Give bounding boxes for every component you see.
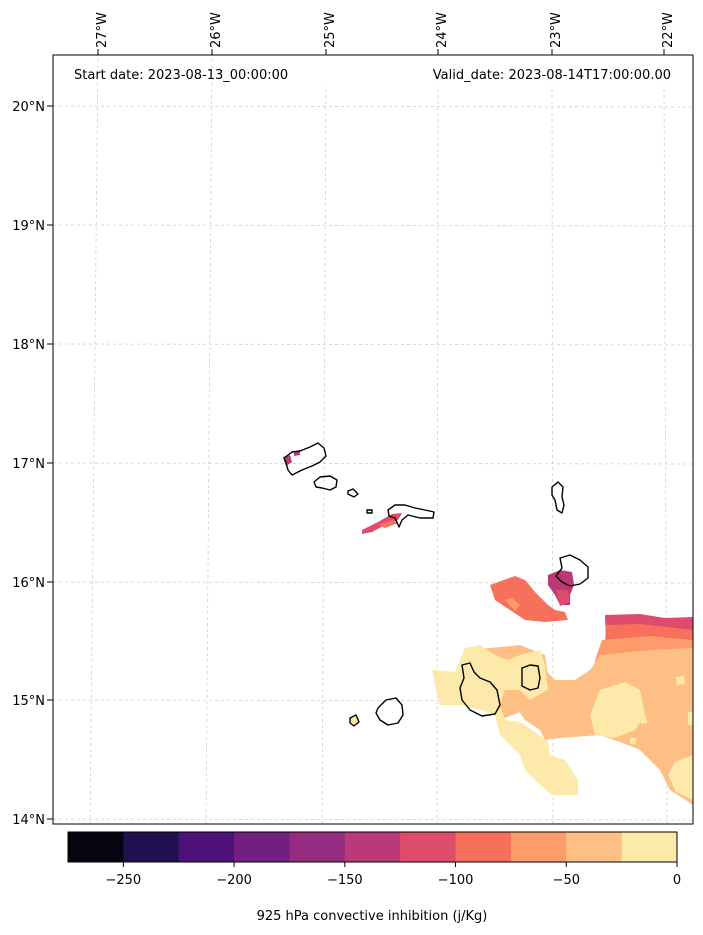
- colorbar-tick-label: 0: [673, 873, 681, 888]
- contour-band-minus-125-santoantao: [283, 450, 300, 466]
- colorbar-swatch: [455, 832, 512, 862]
- colorbar-swatch: [400, 832, 457, 862]
- lat-tick-17n: 17°N: [12, 457, 45, 472]
- lat-tick-14n: 14°N: [12, 813, 45, 828]
- lon-tick-25w: 25°W: [323, 12, 338, 48]
- colorbar: −250 −200 −150 −100 −50 0 925 hPa convective …: [67, 831, 681, 924]
- parallel-17n: [52, 462, 694, 465]
- coast-sal: [551, 481, 565, 514]
- lon-tick-27w: 27°W: [95, 12, 110, 48]
- lon-tick-labels: 27°W 26°W 25°W 24°W 23°W 22°W: [95, 12, 676, 55]
- coast-santa-luzia: [347, 488, 359, 498]
- colorbar-tick-label: −250: [106, 873, 142, 888]
- colorbar-swatch: [344, 832, 401, 862]
- colorbar-swatch: [178, 832, 235, 862]
- colorbar-swatch: [68, 832, 124, 862]
- lat-tick-19n: 19°N: [12, 219, 45, 234]
- contour-band-minus-75-saonicolau: [378, 520, 398, 528]
- colorbar-swatch: [123, 832, 180, 862]
- colorbar-swatch: [566, 832, 623, 862]
- meridian-27w: [89, 54, 99, 825]
- coast-boa-vista: [555, 554, 589, 587]
- parallel-19n: [52, 224, 694, 227]
- lat-tick-16n: 16°N: [12, 576, 45, 591]
- start-date-label: Start date: 2023-08-13_00:00:00: [74, 68, 288, 83]
- colorbar-tick-label: −100: [438, 873, 474, 888]
- colorbar-swatch: [621, 832, 678, 862]
- colorbar-tick-label: −50: [553, 873, 580, 888]
- lon-tick-23w: 23°W: [549, 12, 564, 48]
- parallel-20n: [52, 105, 694, 108]
- colorbar-tick-label: −200: [216, 873, 252, 888]
- coast-branco: [366, 509, 373, 514]
- lon-tick-22w: 22°W: [661, 12, 676, 48]
- parallel-18n: [52, 343, 694, 346]
- lat-tick-labels: 20°N 19°N 18°N 17°N 16°N 15°N 14°N: [12, 100, 53, 828]
- coastlines: [283, 442, 589, 727]
- lat-tick-18n: 18°N: [12, 338, 45, 353]
- colorbar-swatch: [289, 832, 346, 862]
- valid-date-label: Valid_date: 2023-08-14T17:00:00.00: [433, 68, 671, 83]
- colorbar-swatch: [234, 832, 290, 862]
- coast-santo-antao: [283, 442, 327, 476]
- parallel-16n: [52, 581, 694, 584]
- cin-contours: [283, 450, 693, 805]
- map-frame: [52, 54, 694, 825]
- contour-band-minus-100-saonicolau: [362, 513, 402, 534]
- colorbar-swatches: [68, 832, 678, 862]
- coast-sao-nicolau: [387, 504, 435, 528]
- lon-tick-26w: 26°W: [209, 12, 224, 48]
- colorbar-ticks: −250 −200 −150 −100 −50 0: [106, 862, 681, 888]
- coast-santiago: [459, 662, 501, 717]
- lat-tick-20n: 20°N: [12, 100, 45, 115]
- meridian-26w: [205, 54, 213, 825]
- colorbar-title: 925 hPa convective inhibition (j/Kg): [257, 909, 488, 924]
- contour-band-minus-75-boavista: [490, 576, 568, 622]
- contour-band-zero-central: [432, 645, 578, 795]
- coast-fogo: [375, 697, 404, 726]
- coast-maio: [521, 664, 541, 691]
- lon-tick-24w: 24°W: [435, 12, 450, 48]
- parallel-15n: [52, 699, 694, 702]
- contour-band-minus-100-boavista: [556, 590, 570, 606]
- colorbar-swatch: [510, 832, 567, 862]
- coast-sao-vicente: [313, 475, 338, 491]
- colorbar-tick-label: −150: [327, 873, 363, 888]
- colorbar-frame: [67, 831, 678, 863]
- graticule: [52, 54, 694, 825]
- lat-tick-15n: 15°N: [12, 694, 45, 709]
- contour-band-zero-se: [668, 755, 693, 800]
- contour-band-zero-east: [590, 682, 645, 738]
- parallel-14n: [52, 818, 694, 821]
- coast-brava: [349, 714, 360, 727]
- contour-band-minus-50-boavista: [505, 598, 520, 611]
- contour-band-zero-fogo: [350, 716, 358, 725]
